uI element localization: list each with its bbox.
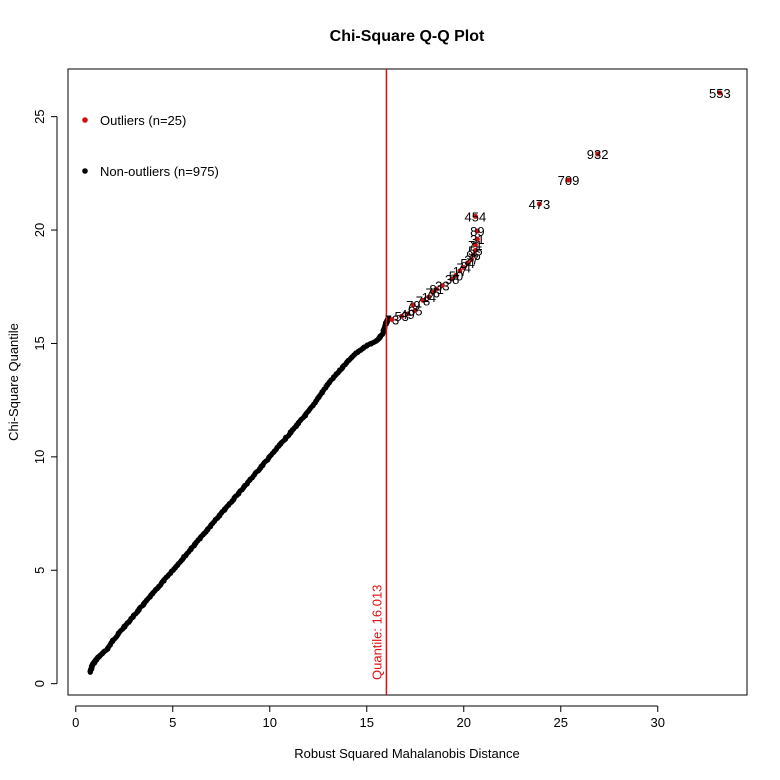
outlier-point-label: 473: [529, 197, 551, 212]
outlier-point-label: 50: [449, 268, 463, 283]
outlier-point: [595, 151, 601, 157]
outlier-point: [426, 294, 432, 300]
cutoff-label: Quantile: 16.013: [369, 585, 384, 680]
outlier-point: [470, 252, 476, 258]
outlier-point: [474, 228, 480, 234]
outlier-point: [472, 242, 478, 248]
outlier-point-label: 553: [709, 86, 731, 101]
outlier-point-label: 76: [425, 285, 439, 300]
outlier-point: [399, 313, 405, 319]
outlier-point: [461, 264, 467, 270]
outlier-point-label: 932: [587, 147, 609, 162]
outlier-point: [536, 201, 542, 207]
outlier-point-label: 709: [558, 173, 580, 188]
chart-title: Chi-Square Q-Q Plot: [330, 28, 485, 45]
x-tick-label: 5: [169, 715, 176, 730]
data-points: [87, 90, 723, 675]
cutoff-line-group: Quantile: 16.013: [369, 69, 388, 695]
outlier-point-label: 81: [429, 282, 443, 297]
y-tick-label: 20: [32, 223, 47, 237]
outlier-point-label: 33: [435, 279, 449, 294]
y-tick-label: 5: [32, 567, 47, 574]
outlier-point-label: 54: [460, 256, 474, 271]
outlier-point-label: 55: [468, 243, 482, 258]
x-axis-label: Robust Squared Mahalanobis Distance: [294, 746, 519, 761]
outlier-point: [566, 177, 572, 183]
outlier-point-label: 89: [470, 224, 484, 239]
legend-outlier-marker: [82, 117, 88, 123]
outlier-labels: 7353496579781476813338501774542796557131…: [385, 86, 731, 328]
x-tick-label: 0: [72, 715, 79, 730]
x-tick-label: 30: [651, 715, 665, 730]
y-tick-label: 10: [32, 450, 47, 464]
outlier-point: [430, 289, 436, 295]
outlier-point-label: 27: [464, 253, 478, 268]
y-axis: 0 5 10 15 20 25: [32, 109, 58, 687]
outlier-point: [405, 311, 410, 317]
x-axis: 0 5 10 15 20 25 30: [72, 705, 665, 730]
outlier-point-label: 71: [468, 238, 482, 253]
outlier-point-label: 65: [408, 304, 422, 319]
outlier-point: [472, 247, 478, 253]
outlier-point: [420, 297, 426, 303]
x-tick-label: 20: [457, 715, 471, 730]
outlier-point-label: 74: [457, 260, 471, 275]
outlier-point-label: 53: [394, 309, 408, 324]
outlier-point-label: 14: [422, 290, 436, 305]
outlier-point: [472, 213, 478, 219]
outlier-point-label: 78: [416, 293, 430, 308]
outlier-point: [453, 272, 459, 278]
y-tick-label: 25: [32, 109, 47, 123]
outlier-point: [410, 302, 416, 308]
y-axis-label: Chi-Square Quantile: [6, 323, 21, 441]
outlier-point: [449, 276, 455, 282]
outlier-point: [717, 90, 723, 96]
outlier-point: [389, 317, 395, 323]
outlier-point-label: 79: [406, 298, 420, 313]
x-tick-label: 25: [554, 715, 568, 730]
outlier-point: [474, 236, 480, 242]
outlier-point-label: 73: [385, 313, 399, 328]
x-tick-label: 15: [360, 715, 374, 730]
outlier-point-label: 49: [400, 307, 414, 322]
plot-frame: [67, 68, 748, 696]
y-tick-label: 15: [32, 336, 47, 350]
outlier-point: [465, 260, 471, 266]
outlier-point: [457, 268, 463, 274]
legend-non-outlier-label: Non-outliers (n=975): [100, 164, 219, 179]
outlier-point-label: 17: [453, 264, 467, 279]
outlier-point-label: 31: [470, 232, 484, 247]
outlier-point-label: 38: [445, 272, 459, 287]
legend-non-outlier-marker: [82, 168, 88, 174]
outlier-point: [434, 286, 440, 292]
y-tick-label: 0: [32, 680, 47, 687]
x-tick-label: 10: [263, 715, 277, 730]
outlier-point: [469, 257, 475, 263]
outlier-point: [439, 283, 445, 289]
outlier-point: [412, 308, 418, 314]
outlier-point-label: 96: [466, 248, 480, 263]
legend-outlier-label: Outliers (n=25): [100, 113, 186, 128]
legend: Outliers (n=25) Non-outliers (n=975): [82, 113, 219, 179]
outlier-point-label: 454: [465, 209, 487, 224]
